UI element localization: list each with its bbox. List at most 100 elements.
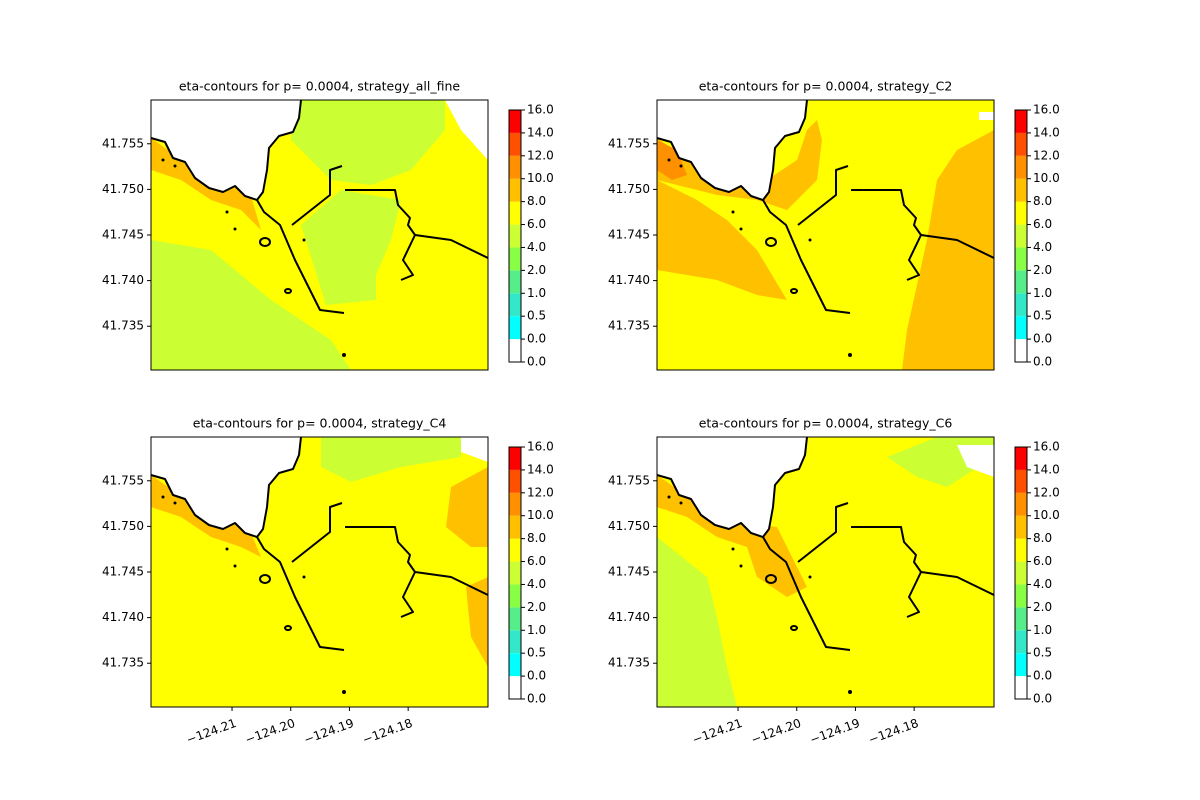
colorbar-label: 14.0 (527, 462, 554, 476)
y-tick-label: 41.755 (102, 136, 144, 150)
colorbar-label: 4.0 (527, 240, 546, 254)
colorbar-label: 8.0 (1033, 531, 1052, 545)
colorbar-label: 6.0 (1033, 554, 1052, 568)
colorbar-label: 1.0 (527, 286, 546, 300)
colorbar-band (509, 316, 521, 340)
colorbar-label: 0.0 (1033, 669, 1052, 683)
colorbar-band (1015, 155, 1027, 179)
y-tick-label: 41.750 (608, 519, 650, 533)
colorbar-label: 10.0 (527, 171, 554, 185)
y-tick-label: 41.750 (102, 182, 144, 196)
colorbar-band (509, 201, 521, 225)
y-tick-label: 41.740 (608, 273, 650, 287)
y-tick-label: 41.745 (102, 228, 144, 242)
chart-title: eta-contours for p= 0.0004, strategy_C2 (699, 79, 953, 94)
x-tick-label: −124.20 (749, 716, 803, 747)
colorbar-band (509, 132, 521, 156)
colorbar-band (509, 676, 521, 699)
y-tick-label: 41.735 (102, 319, 144, 333)
y-tick-label: 41.735 (102, 656, 144, 670)
colorbar-label: 12.0 (1033, 148, 1060, 162)
colorbar-band (1015, 247, 1027, 271)
colorbar-label: 14.0 (527, 125, 554, 139)
colorbar-band (1015, 447, 1027, 470)
colorbar-band (1015, 676, 1027, 699)
colorbar-label: 0.5 (527, 646, 546, 660)
colorbar-band (1015, 630, 1027, 654)
colorbar-label: 8.0 (527, 194, 546, 208)
colorbar-label: 10.0 (527, 508, 554, 522)
colorbar-band (509, 469, 521, 493)
colorbar-label: 4.0 (527, 577, 546, 591)
colorbar-label: 0.0 (1033, 355, 1052, 369)
colorbar-band (1015, 538, 1027, 562)
colorbar-band (1015, 316, 1027, 340)
y-tick-label: 41.745 (608, 228, 650, 242)
colorbar-band (1015, 492, 1027, 516)
colorbar-label: 6.0 (1033, 217, 1052, 231)
colorbar-label: 0.0 (527, 669, 546, 683)
colorbar-band (509, 293, 521, 317)
colorbar-label: 10.0 (1033, 171, 1060, 185)
colorbar-band (1015, 339, 1027, 362)
colorbar-label: 2.0 (527, 600, 546, 614)
colorbar-label: 8.0 (527, 531, 546, 545)
colorbar-label: 0.5 (1033, 646, 1052, 660)
colorbar-label: 1.0 (527, 623, 546, 637)
map-fill (151, 100, 488, 370)
colorbar-band (1015, 469, 1027, 493)
colorbar-band (509, 447, 521, 470)
colorbar-label: 4.0 (1033, 577, 1052, 591)
colorbar-label: 14.0 (1033, 125, 1060, 139)
colorbar-label: 0.0 (527, 355, 546, 369)
colorbar-band (509, 607, 521, 631)
chart-title: eta-contours for p= 0.0004, strategy_C6 (699, 416, 953, 431)
x-tick-label: −124.18 (361, 716, 415, 747)
colorbar-frame (508, 446, 522, 700)
colorbar-label: 2.0 (1033, 600, 1052, 614)
colorbar-label: 16.0 (1033, 103, 1060, 117)
colorbar-band (1015, 293, 1027, 317)
colorbar-band (1015, 201, 1027, 225)
y-tick-label: 41.745 (608, 565, 650, 579)
colorbar-label: 16.0 (1033, 440, 1060, 454)
colorbar-label: 1.0 (1033, 623, 1052, 637)
colorbar-band (1015, 607, 1027, 631)
colorbar-band (509, 653, 521, 677)
colorbar-band (509, 270, 521, 294)
colorbar-band (509, 224, 521, 248)
colorbar-label: 10.0 (1033, 508, 1060, 522)
y-tick-label: 41.740 (608, 610, 650, 624)
colorbar-label: 12.0 (527, 485, 554, 499)
colorbar-band (509, 110, 521, 133)
colorbar-label: 2.0 (1033, 263, 1052, 277)
colorbar-label: 12.0 (1033, 485, 1060, 499)
colorbar-band (1015, 132, 1027, 156)
x-tick-label: −124.18 (867, 716, 921, 747)
colorbar-band (509, 339, 521, 362)
chart-title: eta-contours for p= 0.0004, strategy_C4 (193, 416, 447, 431)
colorbar-band (1015, 515, 1027, 539)
colorbar-band (509, 492, 521, 516)
colorbar-band (1015, 561, 1027, 585)
colorbar-band (1015, 270, 1027, 294)
colorbar-frame (1014, 446, 1028, 700)
colorbar-frame (508, 109, 522, 363)
colorbar-label: 0.5 (1033, 309, 1052, 323)
colorbar-band (509, 515, 521, 539)
y-tick-label: 41.755 (608, 136, 650, 150)
colorbar-band (509, 155, 521, 179)
colorbar-label: 0.0 (1033, 692, 1052, 706)
y-tick-label: 41.740 (102, 610, 144, 624)
colorbar-label: 14.0 (1033, 462, 1060, 476)
colorbar-label: 6.0 (527, 554, 546, 568)
colorbar-label: 16.0 (527, 103, 554, 117)
colorbar-band (509, 630, 521, 654)
y-tick-label: 41.750 (608, 182, 650, 196)
colorbar-band (1015, 584, 1027, 608)
y-tick-label: 41.735 (608, 319, 650, 333)
colorbar-band (509, 561, 521, 585)
colorbar-label: 0.0 (1033, 332, 1052, 346)
colorbar-band (1015, 653, 1027, 677)
